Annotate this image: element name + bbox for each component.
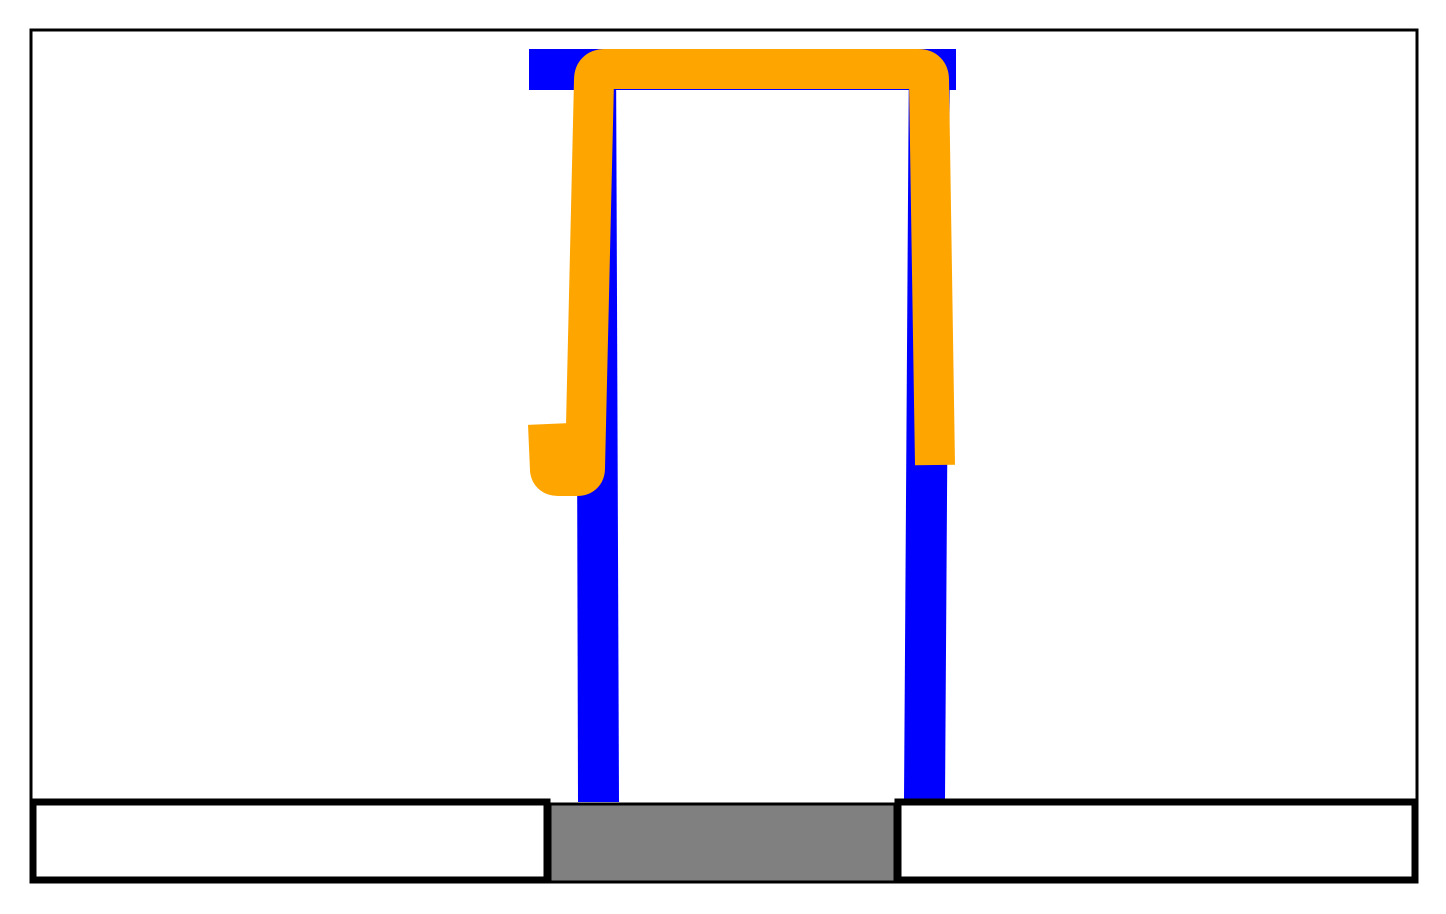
outer-frame	[29, 28, 1419, 882]
base-left-block	[29, 798, 551, 884]
orange-path	[528, 49, 955, 496]
base-center-block	[548, 802, 897, 884]
base-right-block	[894, 798, 1419, 884]
